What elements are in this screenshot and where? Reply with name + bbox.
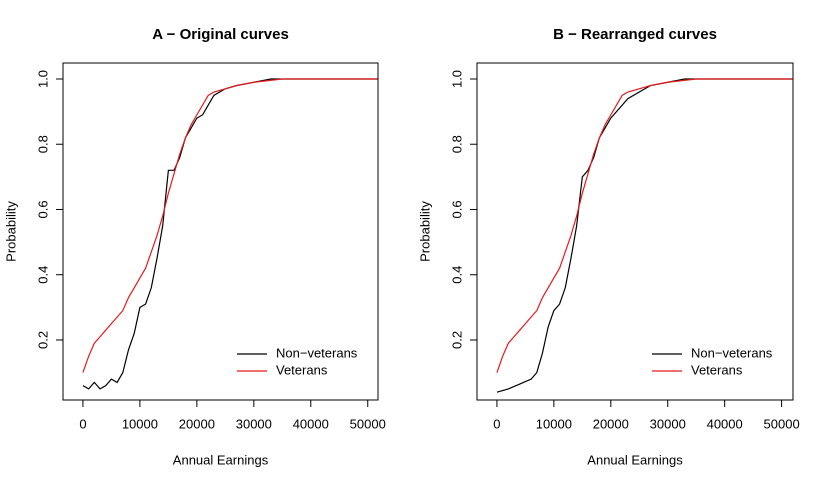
series-line [82, 78, 378, 373]
series-line [82, 78, 378, 390]
y-tick-label: 1.0 [449, 70, 464, 88]
panel-title: A − Original curves [152, 26, 289, 43]
plot-box [476, 62, 794, 401]
x-tick-label: 30000 [236, 416, 272, 431]
y-tick-label: 0.4 [449, 266, 464, 284]
y-tick-label: 0.2 [35, 331, 50, 349]
y-tick-label: 0.8 [35, 135, 50, 153]
x-tick-label: 20000 [179, 416, 215, 431]
legend-label: Veterans [276, 362, 328, 377]
x-tick-label: 50000 [350, 416, 386, 431]
x-axis-label: Annual Earnings [587, 452, 683, 467]
y-tick-label: 0.6 [35, 200, 50, 218]
x-tick-label: 0 [79, 416, 86, 431]
series-line [496, 78, 793, 393]
x-axis-label: Annual Earnings [173, 452, 269, 467]
panel-title: B − Rearranged curves [553, 26, 717, 43]
y-tick-label: 0.6 [449, 200, 464, 218]
x-tick-label: 50000 [764, 416, 800, 431]
y-tick-label: 1.0 [35, 70, 50, 88]
legend-label: Non−veterans [276, 345, 358, 360]
y-tick-label: 0.4 [35, 266, 50, 284]
x-tick-label: 20000 [593, 416, 629, 431]
y-tick-label: 0.2 [449, 331, 464, 349]
y-axis-label: Probability [417, 201, 432, 262]
legend-label: Veterans [691, 362, 743, 377]
x-tick-label: 40000 [707, 416, 743, 431]
y-tick-label: 0.8 [449, 135, 464, 153]
series-line [496, 78, 793, 373]
y-axis-label: Probability [3, 201, 18, 262]
x-tick-label: 30000 [650, 416, 686, 431]
x-tick-label: 0 [493, 416, 500, 431]
x-tick-label: 40000 [293, 416, 329, 431]
legend-label: Non−veterans [691, 345, 773, 360]
x-tick-label: 10000 [122, 416, 158, 431]
plot-box [62, 62, 379, 401]
x-tick-label: 10000 [536, 416, 572, 431]
